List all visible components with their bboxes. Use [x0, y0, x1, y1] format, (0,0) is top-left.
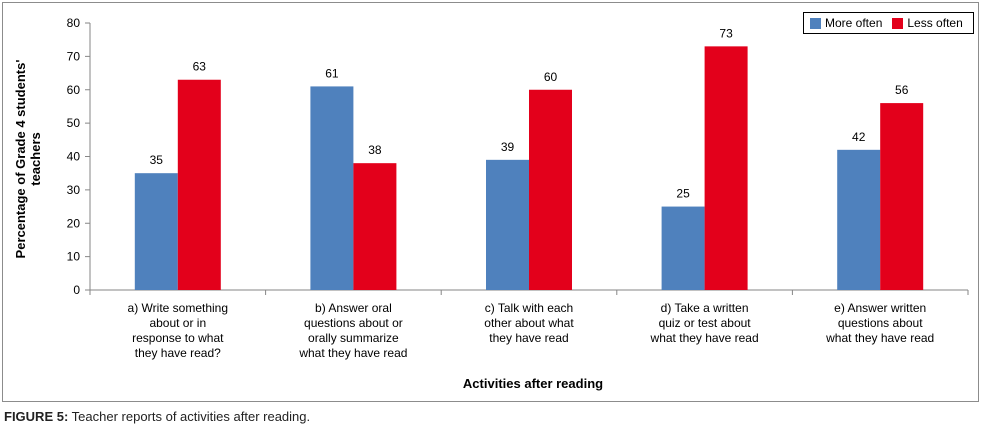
x-tick-label-line: they have read [489, 331, 569, 345]
figure-frame: 0 10 20 30 40 50 60 70 80 35 63 61 38 39 60 25 73 42 56 Pe… [2, 2, 979, 402]
y-tick-label: 20 [67, 216, 81, 230]
x-tick-label: e) Answer written questions about what the… [805, 301, 955, 346]
x-tick-label-line: what they have read [299, 346, 408, 360]
x-tick-label-line: they have read? [134, 346, 221, 360]
legend-item-less-often: Less often [892, 16, 963, 30]
x-tick-label-line: questions about or [304, 316, 403, 330]
x-tick-label-line: orally summarize [308, 331, 399, 345]
y-axis-label-container: Percentage of Grade 4 students' teachers [6, 59, 50, 259]
x-tick-label: b) Answer oral questions about or orally s… [278, 301, 428, 361]
x-tick-label-line: b) Answer oral [315, 301, 392, 315]
legend-swatch-more-often [810, 17, 821, 29]
data-label: 35 [150, 153, 164, 167]
y-tick-label: 40 [67, 150, 81, 164]
bar-more-often [310, 86, 354, 290]
bar-less-often [529, 89, 572, 290]
x-tick-label-line: d) Take a written [660, 301, 749, 315]
bar-more-often [661, 206, 705, 290]
x-tick-label: a) Write something about or in response to… [103, 301, 253, 361]
y-axis-label: Percentage of Grade 4 students' teachers [13, 59, 43, 259]
legend: More often Less often [803, 12, 974, 34]
data-label: 39 [501, 140, 515, 154]
y-tick-label: 0 [73, 283, 80, 297]
y-axis-label-line: Percentage of Grade 4 students' [13, 59, 28, 259]
y-tick-label: 80 [67, 16, 81, 30]
x-tick-label-line: e) Answer written [834, 301, 927, 315]
legend-label-less-often: Less often [907, 16, 963, 30]
bar-less-often [353, 163, 397, 290]
x-tick-label: c) Talk with each other about what they ha… [454, 301, 604, 346]
caption-label: FIGURE 5: [4, 409, 69, 424]
legend-item-more-often: More often [810, 16, 882, 30]
x-tick-label-line: about or in [149, 316, 207, 330]
bar-more-often [134, 173, 178, 290]
y-axis-label-line: teachers [28, 132, 43, 186]
x-tick-label-line: response to what [132, 331, 224, 345]
x-tick-label-line: quiz or test about [658, 316, 751, 330]
legend-label-more-often: More often [825, 16, 883, 30]
y-tick-label: 10 [67, 250, 81, 264]
data-label: 38 [368, 143, 382, 157]
y-tick-label: 70 [67, 49, 81, 63]
data-label: 60 [544, 70, 558, 84]
figure-caption: FIGURE 5: Teacher reports of activities … [4, 409, 310, 424]
data-label: 61 [325, 66, 339, 80]
x-tick-label-line: other about what [484, 316, 574, 330]
y-tick-label: 60 [67, 83, 81, 97]
x-tick-label-line: questions about [837, 316, 923, 330]
x-tick-label-line: what they have read [650, 331, 759, 345]
caption-text: Teacher reports of activities after read… [68, 409, 311, 424]
bar-less-often [704, 46, 748, 290]
data-label: 42 [852, 130, 866, 144]
x-tick-label-line: c) Talk with each [484, 301, 574, 315]
legend-swatch-less-often [892, 17, 904, 29]
x-axis-label: Activities after reading [462, 376, 604, 391]
x-tick-label-line: what they have read [826, 331, 935, 345]
y-tick-label: 30 [67, 183, 81, 197]
x-tick-label-line: a) Write something [127, 301, 229, 315]
bar-less-often [177, 79, 221, 290]
y-tick-label: 50 [67, 116, 81, 130]
data-label: 56 [895, 83, 909, 97]
data-label: 73 [719, 26, 733, 40]
bar-more-often [837, 149, 881, 290]
bar-less-often [880, 103, 924, 290]
x-tick-label: d) Take a written quiz or test about what … [630, 301, 780, 346]
bar-chart: 0 10 20 30 40 50 60 70 80 35 63 61 38 39 60 25 73 42 56 [67, 16, 969, 297]
data-label: 25 [676, 187, 690, 201]
data-label: 63 [193, 60, 207, 74]
bar-more-often [486, 159, 529, 290]
